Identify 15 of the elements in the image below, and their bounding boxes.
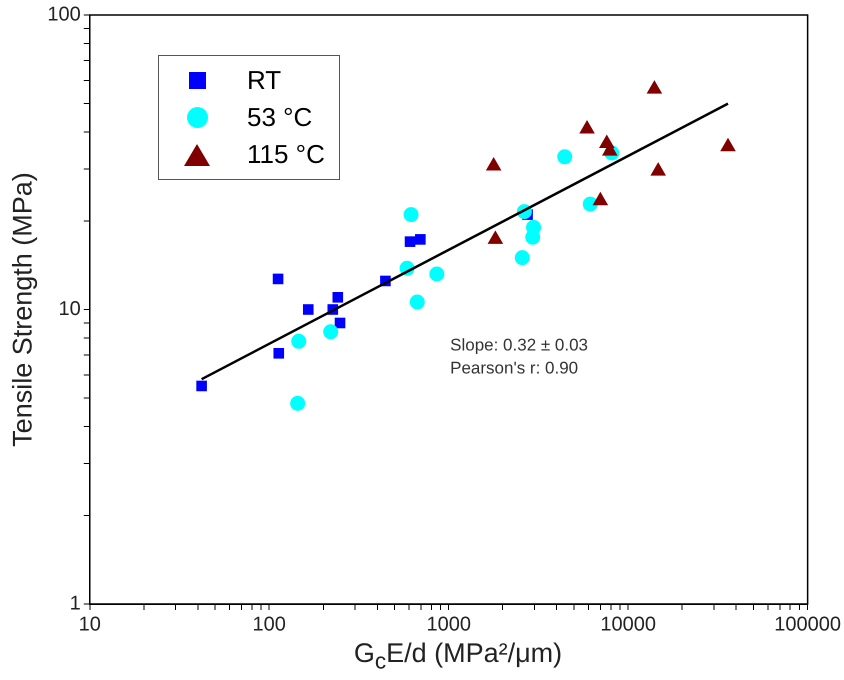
x-tick-label: 10000 <box>600 614 656 636</box>
y-axis-title: Tensile Strength (MPa) <box>8 172 38 447</box>
annotation: Slope: 0.32 ± 0.03 <box>450 336 588 355</box>
legend-label: 53 °C <box>247 102 312 133</box>
legend-label: RT <box>247 65 282 96</box>
x-tick-label: 10 <box>78 614 101 636</box>
x-tick-label: 100 <box>252 614 286 636</box>
x-tick-label: 100000 <box>774 614 842 636</box>
annotation: Pearson's r: 0.90 <box>450 358 578 378</box>
x-axis-title: G$_{c}$E/d (MPa²/μm) <box>352 638 564 674</box>
legend-label: 115 °C <box>247 139 325 170</box>
y-tick-label: 1 <box>70 592 81 615</box>
y-tick-label: 10 <box>58 298 81 320</box>
y-tick-label: 100 <box>47 4 81 26</box>
x-tick-label: 1000 <box>426 614 471 636</box>
